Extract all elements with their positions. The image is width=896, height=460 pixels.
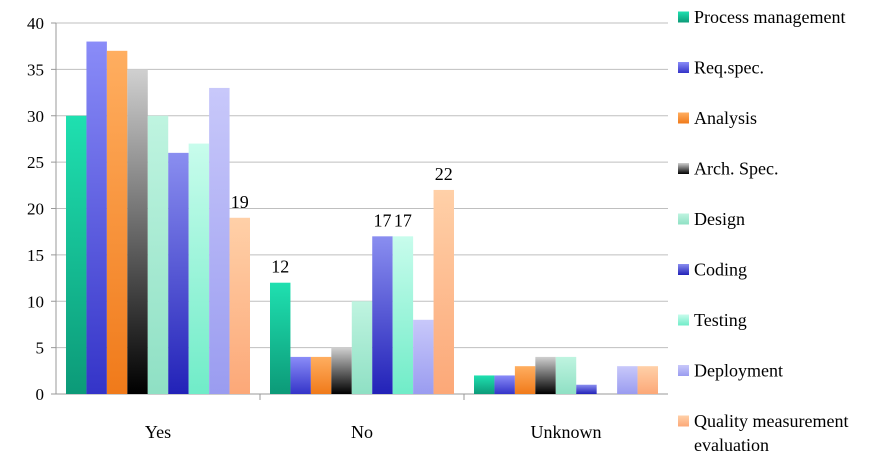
bar <box>474 375 495 394</box>
legend-label: Analysis <box>694 108 757 128</box>
bar <box>637 366 658 394</box>
legend-swatch <box>678 415 689 427</box>
y-tick-label: 40 <box>27 14 44 33</box>
bar <box>413 319 434 394</box>
y-tick-label: 25 <box>27 153 44 172</box>
legend-swatch <box>678 213 689 225</box>
bar <box>331 347 352 394</box>
bar <box>494 375 515 394</box>
legend-label: Design <box>694 209 745 229</box>
bar <box>229 217 250 394</box>
bar <box>66 115 87 394</box>
data-labels: 19 12 17 17 22 <box>231 164 453 277</box>
bar <box>127 69 148 394</box>
legend: Process management Req.spec. Analysis Arch.… <box>678 7 848 455</box>
bar <box>514 366 536 394</box>
bar <box>433 189 454 394</box>
bar <box>147 115 169 394</box>
data-label: 17 <box>373 210 391 230</box>
bar <box>392 236 414 394</box>
legend-label: Arch. Spec. <box>694 159 778 179</box>
y-tick-label: 15 <box>27 246 44 265</box>
bar <box>372 236 393 394</box>
legend-swatch <box>678 163 689 174</box>
y-tick-label: 35 <box>27 60 44 79</box>
legend-label: Process management <box>694 7 845 27</box>
bar <box>86 41 107 395</box>
legend-swatch <box>678 112 689 124</box>
legend-label: Deployment <box>694 361 783 381</box>
data-label: 22 <box>435 164 453 184</box>
legend-label: Coding <box>694 260 747 280</box>
data-label: 19 <box>231 192 249 212</box>
bar <box>535 356 556 394</box>
legend-swatch <box>678 264 689 275</box>
legend-swatch <box>678 314 689 326</box>
y-tick-label: 30 <box>27 107 44 126</box>
data-label: 17 <box>394 210 412 230</box>
bar <box>617 366 638 394</box>
bar <box>188 143 210 394</box>
legend-label: Quality measurement evaluation <box>694 411 848 455</box>
x-category-label: No <box>351 422 373 442</box>
y-tick-label: 0 <box>36 385 45 404</box>
y-tick-label: 20 <box>27 200 44 219</box>
bar <box>555 356 577 394</box>
legend-label: Testing <box>694 310 747 330</box>
bar <box>576 384 597 394</box>
bar <box>310 356 332 394</box>
y-tick-label: 10 <box>27 292 44 311</box>
legend-swatch <box>678 62 689 73</box>
bar <box>168 152 189 394</box>
bar <box>290 356 311 394</box>
bar <box>351 301 373 394</box>
legend-swatch <box>678 11 689 23</box>
bar <box>270 282 291 394</box>
x-category-label: Unknown <box>531 422 602 442</box>
bar <box>106 50 128 394</box>
bar <box>209 87 230 395</box>
data-label: 12 <box>271 257 289 277</box>
legend-swatch <box>678 365 689 376</box>
x-category-label: Yes <box>145 422 171 442</box>
bars <box>66 41 658 395</box>
legend-label: Req.spec. <box>694 58 764 78</box>
y-tick-label: 5 <box>36 339 45 358</box>
